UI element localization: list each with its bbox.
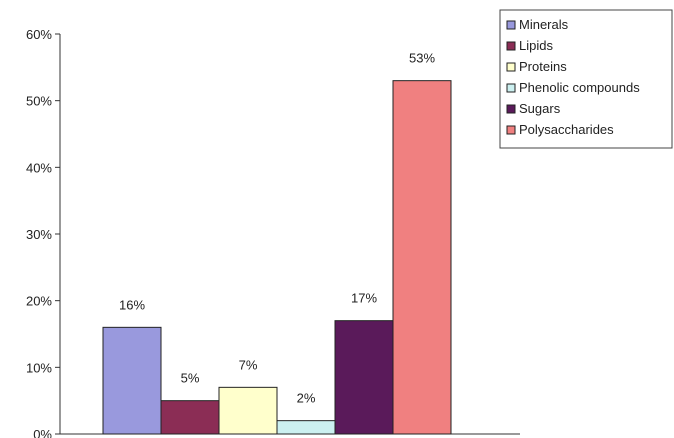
y-tick-label: 50% [26,94,52,109]
y-tick-label: 40% [26,160,52,175]
data-label: 53% [409,51,435,66]
legend-swatch [506,125,516,135]
legend-swatch [506,41,516,51]
legend: Minerals Lipids Proteins Phenolic compounds… [499,9,673,149]
data-label: 17% [351,291,377,306]
y-tick-label: 20% [26,294,52,309]
bar-polysaccharides [392,80,452,435]
legend-label: Minerals [519,17,569,32]
legend-label: Sugars [519,101,561,116]
legend-swatch [506,83,516,93]
bars [102,80,452,435]
bar-lipids [160,400,220,435]
legend-box [499,9,673,149]
legend-label: Polysaccharides [519,122,614,137]
legend-swatch [506,62,516,72]
y-tick-label: 0% [33,427,52,438]
data-labels: 16% 5% 7% 2% 17% 53% [119,51,435,406]
bar-sugars [334,320,394,435]
data-label: 7% [239,357,258,372]
legend-label: Phenolic compounds [519,80,640,95]
data-label: 16% [119,297,145,312]
data-label: 5% [181,371,200,386]
data-label: 2% [297,391,316,406]
y-tick-label: 10% [26,360,52,375]
legend-label: Proteins [519,59,567,74]
y-axis: 0% 10% 20% 30% 40% 50% 60% [26,27,520,438]
bar-proteins [218,386,278,435]
y-tick-label: 30% [26,227,52,242]
legend-swatch [506,20,516,30]
bar-phenolic-compounds [276,420,336,435]
legend-swatch [506,104,516,114]
y-tick-label: 60% [26,27,52,42]
bar-minerals [102,326,162,435]
legend-label: Lipids [519,38,553,53]
